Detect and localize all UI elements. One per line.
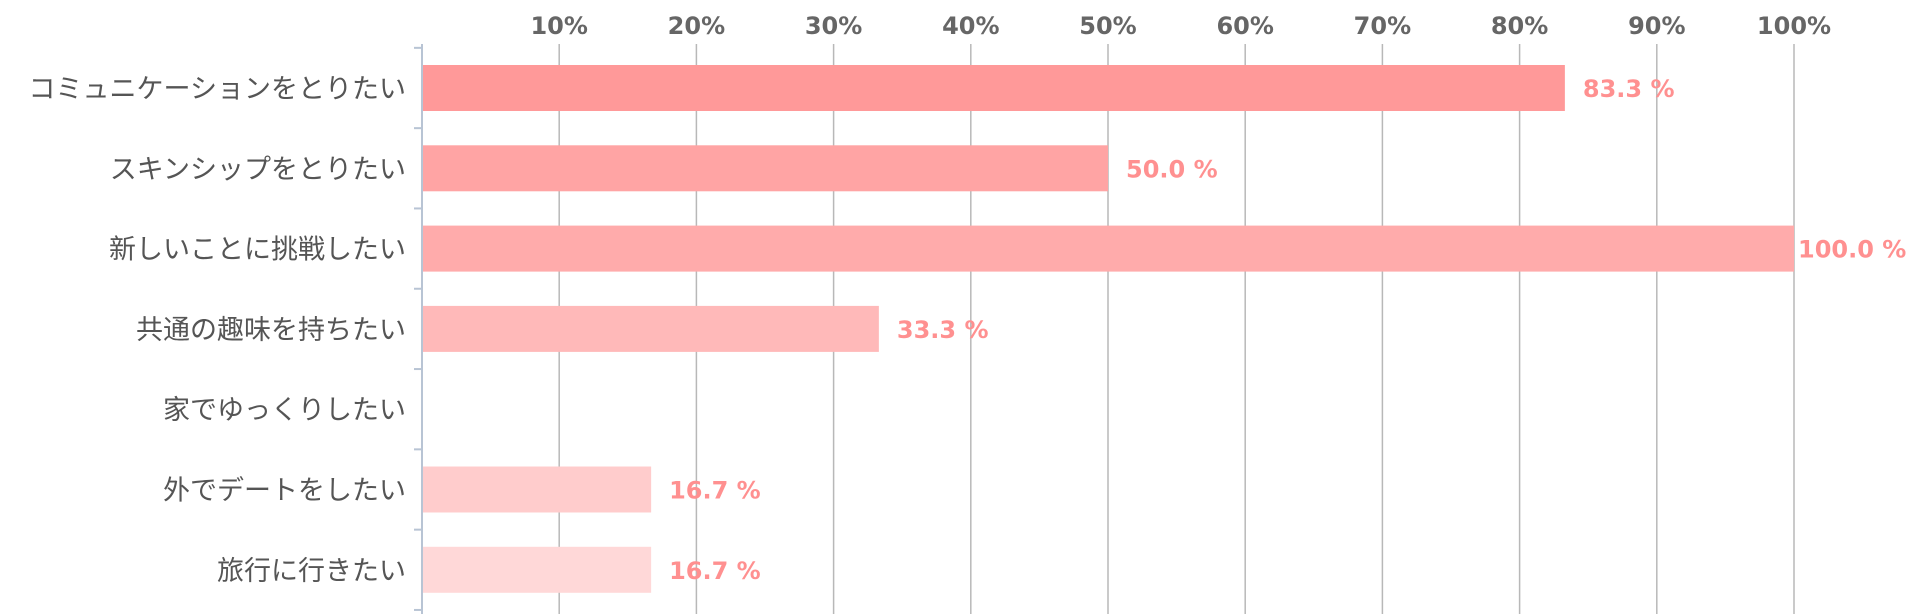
- x-tick-label: 100%: [1757, 12, 1831, 40]
- category-label: コミュニケーションをとりたい: [29, 74, 406, 105]
- bar: [423, 65, 1565, 111]
- category-label: 家でゆっくりしたい: [163, 395, 406, 426]
- x-axis-ticks: 10% 20% 30% 40% 50% 60% 70% 80% 90% 100%: [530, 12, 1831, 40]
- category-label: 外でデートをしたい: [163, 476, 406, 507]
- grid-lines: [558, 44, 1795, 614]
- x-tick-label: 70%: [1354, 12, 1411, 40]
- value-label: 50.0 %: [1126, 155, 1218, 183]
- value-label: 16.7 %: [669, 557, 761, 585]
- bar: [423, 305, 879, 352]
- value-label: 83.3 %: [1583, 75, 1675, 103]
- bar: [423, 466, 652, 513]
- category-labels: コミュニケーションをとりたいスキンシップをとりたい新しいことに挑戦したい共通の趣…: [29, 74, 406, 587]
- x-tick-label: 40%: [942, 12, 999, 40]
- x-tick-label: 30%: [805, 12, 862, 40]
- x-tick-label: 60%: [1216, 12, 1273, 40]
- category-label: 共通の趣味を持ちたい: [136, 315, 406, 346]
- x-tick-label: 50%: [1079, 12, 1136, 40]
- y-axis: [414, 44, 423, 614]
- value-label: 33.3 %: [897, 316, 989, 344]
- bars: [423, 65, 1794, 593]
- category-label: 旅行に行きたい: [217, 556, 406, 587]
- category-label: 新しいことに挑戦したい: [109, 235, 406, 266]
- x-tick-label: 90%: [1628, 12, 1685, 40]
- bar: [423, 225, 1794, 272]
- value-label: 100.0 %: [1798, 236, 1906, 264]
- bar: [423, 546, 652, 593]
- x-tick-label: 80%: [1491, 12, 1548, 40]
- bar: [423, 145, 1108, 192]
- x-tick-label: 20%: [668, 12, 725, 40]
- category-label: スキンシップをとりたい: [110, 154, 406, 185]
- value-labels: 83.3 % 50.0 % 100.0 % 33.3 % 16.7 % 16.7 %: [669, 75, 1906, 585]
- value-label: 16.7 %: [669, 477, 761, 505]
- x-tick-label: 10%: [530, 12, 587, 40]
